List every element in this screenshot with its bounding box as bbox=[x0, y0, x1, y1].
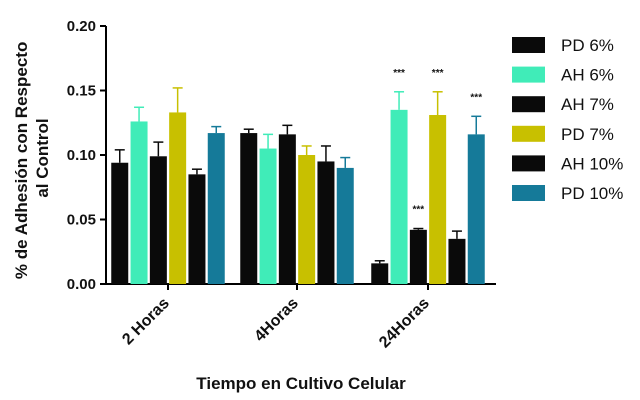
bar bbox=[336, 167, 354, 284]
y-axis-title-line-1: % de Adhesión con Respecto bbox=[12, 42, 31, 279]
legend-swatch bbox=[512, 96, 545, 113]
bar bbox=[467, 134, 485, 284]
legend-swatch bbox=[512, 37, 545, 53]
bar bbox=[240, 133, 258, 284]
legend-label: AH 6% bbox=[561, 66, 614, 85]
legend-label: AH 7% bbox=[561, 95, 614, 114]
y-tick-label: 0.15 bbox=[67, 83, 96, 100]
bar bbox=[188, 174, 206, 284]
x-category-label: 24Horas bbox=[376, 295, 433, 352]
y-tick-label: 0.00 bbox=[67, 276, 96, 293]
bar bbox=[149, 156, 167, 284]
y-tick-label: 0.20 bbox=[67, 18, 96, 35]
legend-label: PD 7% bbox=[561, 125, 614, 144]
bar bbox=[259, 148, 277, 284]
bar bbox=[278, 134, 296, 284]
significance-label: *** bbox=[393, 68, 405, 79]
legend-swatch bbox=[512, 155, 545, 172]
y-axis-ticks: 0.00 0.05 0.10 0.15 0.20 bbox=[67, 18, 106, 293]
significance-label: *** bbox=[432, 68, 444, 79]
x-axis-title: Tiempo en Cultivo Celular bbox=[196, 374, 406, 393]
y-tick-label: 0.10 bbox=[67, 147, 96, 164]
bar bbox=[429, 115, 447, 284]
bar bbox=[390, 109, 408, 284]
bar bbox=[448, 238, 466, 284]
bar-series-group: *** *** *** *** bbox=[111, 68, 485, 285]
bar bbox=[207, 133, 225, 284]
y-axis-title-line-2: al Control bbox=[33, 118, 52, 197]
legend-swatch bbox=[512, 66, 545, 83]
x-category-label: 4Horas bbox=[251, 295, 301, 345]
legend-label: PD 10% bbox=[561, 184, 623, 203]
bar bbox=[317, 161, 335, 284]
legend-label: PD 6% bbox=[561, 36, 614, 55]
y-tick-label: 0.05 bbox=[67, 212, 96, 229]
legend-swatch bbox=[512, 125, 545, 142]
significance-label: *** bbox=[470, 92, 482, 103]
x-category-label: 2 Horas bbox=[119, 295, 173, 349]
x-axis-ticks: 2 Horas 4Horas 24Horas bbox=[119, 284, 433, 351]
legend-label: AH 10% bbox=[561, 154, 623, 173]
y-axis-title: % de Adhesión con Respecto al Control bbox=[12, 37, 52, 279]
significance-label: *** bbox=[413, 205, 425, 216]
legend-swatch bbox=[512, 185, 545, 201]
bar bbox=[111, 162, 129, 284]
bar bbox=[371, 263, 389, 284]
bar bbox=[298, 155, 316, 284]
bar bbox=[409, 229, 427, 284]
bar bbox=[130, 121, 148, 285]
bar bbox=[169, 112, 187, 285]
legend: PD 6% AH 6% AH 7% PD 7% AH 10% PD 10% bbox=[512, 36, 623, 203]
